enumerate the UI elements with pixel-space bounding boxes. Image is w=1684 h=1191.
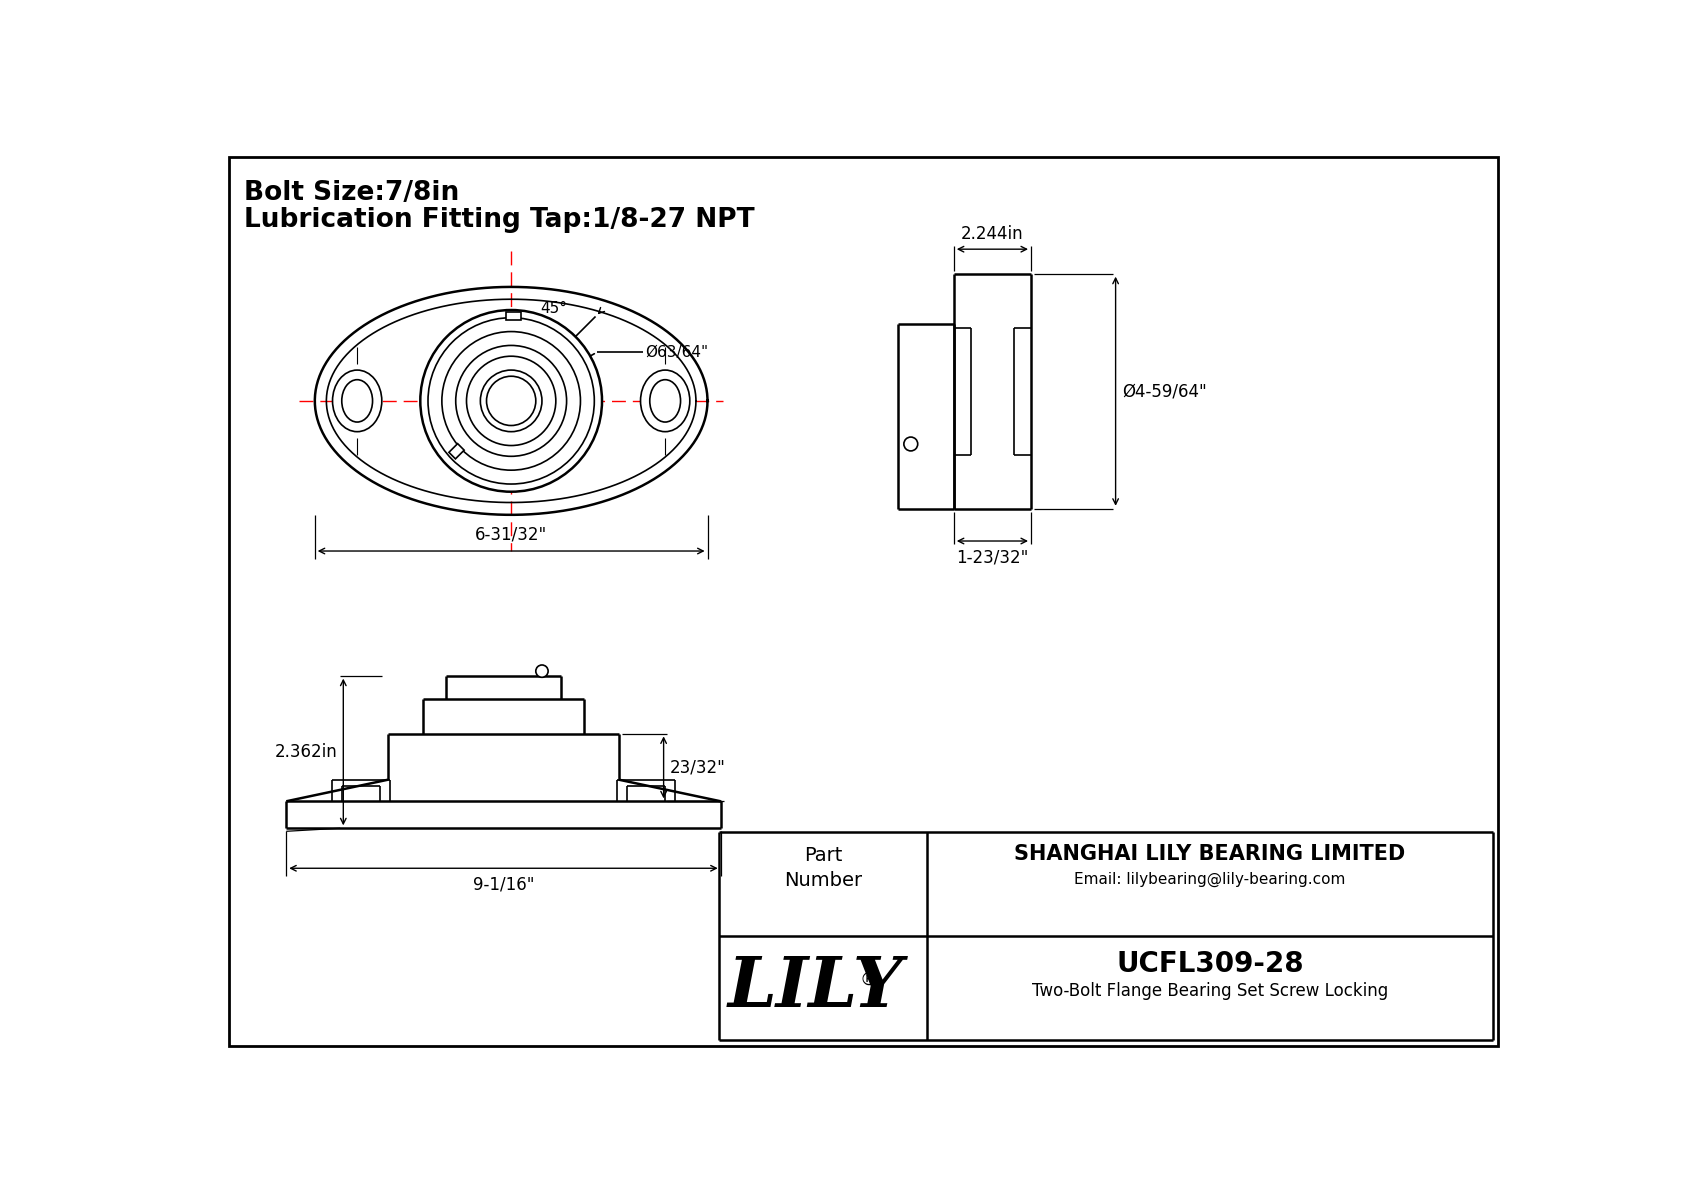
Ellipse shape [640, 370, 690, 431]
Text: LILY: LILY [727, 954, 903, 1022]
Circle shape [487, 376, 536, 425]
Text: 45°: 45° [541, 301, 568, 316]
Text: SHANGHAI LILY BEARING LIMITED: SHANGHAI LILY BEARING LIMITED [1014, 844, 1406, 865]
Ellipse shape [342, 380, 372, 422]
Text: Two-Bolt Flange Bearing Set Screw Locking: Two-Bolt Flange Bearing Set Screw Lockin… [1032, 983, 1388, 1000]
Text: 1-23/32": 1-23/32" [957, 549, 1029, 567]
Ellipse shape [332, 370, 382, 431]
Text: Part: Part [803, 846, 842, 865]
Text: 23/32": 23/32" [670, 759, 726, 777]
Text: Email: lilybearing@lily-bearing.com: Email: lilybearing@lily-bearing.com [1074, 872, 1346, 887]
Ellipse shape [650, 380, 680, 422]
Text: 6-31/32": 6-31/32" [475, 525, 547, 543]
Text: Ø1-3/4": Ø1-3/4" [482, 462, 541, 476]
Text: 9-1/16": 9-1/16" [473, 875, 534, 894]
Bar [450, 443, 465, 459]
Text: Ø4-59/64": Ø4-59/64" [1122, 382, 1206, 400]
Text: Bolt Size:7/8in: Bolt Size:7/8in [244, 180, 460, 206]
Text: 2.244in: 2.244in [962, 225, 1024, 243]
Bar [505, 312, 520, 320]
Circle shape [904, 437, 918, 451]
Text: Number: Number [785, 871, 862, 890]
Text: ®: ® [861, 971, 877, 989]
Circle shape [421, 310, 601, 492]
Text: UCFL309-28: UCFL309-28 [1116, 950, 1303, 978]
Text: Ø63/64": Ø63/64" [645, 345, 709, 360]
Circle shape [536, 665, 547, 678]
Text: Lubrication Fitting Tap:1/8-27 NPT: Lubrication Fitting Tap:1/8-27 NPT [244, 207, 754, 232]
Text: 2.362in: 2.362in [274, 743, 337, 761]
